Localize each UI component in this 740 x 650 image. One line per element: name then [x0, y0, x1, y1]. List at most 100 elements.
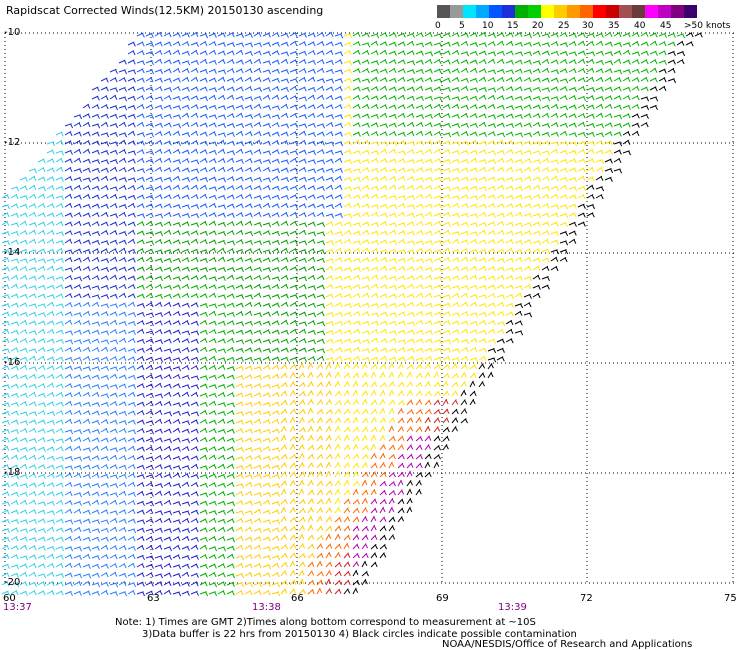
wind-barb: [604, 68, 613, 74]
wind-barb: [604, 76, 613, 83]
wind-barb: [19, 212, 28, 218]
wind-barb: [208, 176, 217, 182]
wind-barb: [91, 483, 101, 489]
wind-barb: [370, 471, 378, 478]
wind-barb: [658, 59, 667, 66]
wind-barb: [136, 563, 145, 569]
wind-barb: [118, 302, 127, 308]
wind-barb: [226, 58, 235, 65]
wind-barb: [343, 140, 352, 146]
wind-barb: [172, 212, 181, 218]
wind-barb: [325, 158, 334, 164]
wind-barb: [424, 311, 433, 317]
wind-barb: [28, 373, 37, 380]
wind-barb: [271, 105, 281, 111]
wind-barb: [505, 149, 514, 155]
wind-barb: [352, 380, 359, 388]
wind-barb: [289, 579, 297, 586]
wind-barb: [352, 399, 360, 406]
wind-barb: [460, 194, 469, 200]
wind-barb: [28, 527, 37, 533]
wind-barb: [172, 123, 182, 129]
wind-barb: [325, 94, 334, 101]
wind-barb: [397, 202, 406, 209]
wind-barb: [325, 283, 334, 290]
wind-barb: [10, 474, 20, 480]
wind-barb: [10, 419, 19, 425]
wind-barb: [478, 275, 487, 281]
wind-barb: [370, 356, 379, 362]
wind-barb: [496, 68, 505, 75]
wind-barb: [316, 338, 325, 344]
wind-barb: [145, 374, 154, 380]
wind-barb: [352, 230, 361, 236]
wind-barb: [424, 390, 432, 397]
wind-barb: [559, 222, 568, 228]
wind-barb: [154, 96, 164, 102]
wind-barb: [10, 337, 19, 344]
wind-barb: [343, 507, 351, 514]
wind-barb: [352, 240, 362, 246]
wind-barb: [244, 474, 254, 480]
wind-barb: [145, 301, 154, 308]
wind-barb: [226, 86, 235, 92]
wind-barb: [442, 372, 450, 379]
wind-barb: [28, 464, 37, 470]
wind-barb: [406, 77, 415, 83]
wind-barb: [280, 194, 289, 200]
wind-barb: [388, 337, 397, 344]
wind-barb: [55, 293, 64, 299]
wind-barb: [343, 453, 351, 460]
wind-barb: [55, 347, 64, 353]
wind-barb: [307, 320, 316, 326]
wind-barb: [1, 518, 10, 524]
wind-barb: [667, 67, 676, 74]
wind-barb: [208, 535, 217, 542]
wind-barb: [316, 579, 324, 586]
wind-barb: [199, 554, 208, 560]
wind-barb: [280, 580, 288, 586]
wind-barb: [127, 472, 136, 479]
wind-barb: [487, 176, 496, 182]
wind-barb: [280, 425, 287, 433]
wind-barb: [127, 113, 136, 120]
wind-barb: [289, 471, 297, 478]
wind-barb: [244, 275, 253, 281]
wind-barb: [361, 525, 369, 532]
wind-barb: [622, 86, 631, 92]
wind-barb: [235, 229, 244, 236]
wind-barb: [109, 87, 119, 93]
wind-barb: [181, 428, 190, 434]
wind-barb: [586, 184, 595, 190]
wind-barb: [280, 231, 290, 237]
wind-barb: [478, 104, 487, 110]
wind-barb: [190, 563, 199, 569]
wind-barb: [316, 348, 326, 354]
wind-barb: [217, 247, 226, 253]
wind-barb: [406, 130, 415, 137]
wind-barb: [586, 194, 595, 200]
wind-barb: [181, 302, 190, 308]
wind-barb: [460, 67, 469, 74]
wind-barb: [361, 507, 368, 514]
wind-barb: [253, 428, 262, 435]
wind-barb: [280, 506, 287, 514]
wind-barb: [433, 417, 441, 424]
wind-barb: [181, 32, 190, 38]
wind-barb: [307, 112, 316, 119]
wind-barb: [613, 31, 622, 38]
wind-barb: [1, 464, 10, 470]
wind-barb: [622, 130, 631, 137]
wind-barb: [289, 112, 298, 119]
wind-barb: [19, 239, 28, 245]
time-label: 13:37: [3, 602, 32, 613]
wind-barb: [154, 490, 163, 496]
wind-barb: [307, 543, 315, 550]
wind-barb: [307, 122, 316, 128]
wind-barb: [424, 380, 431, 388]
wind-barb: [145, 572, 154, 578]
wind-barb: [514, 114, 523, 120]
wind-barb: [343, 542, 350, 550]
wind-barb: [127, 464, 136, 470]
wind-barb: [595, 76, 604, 83]
